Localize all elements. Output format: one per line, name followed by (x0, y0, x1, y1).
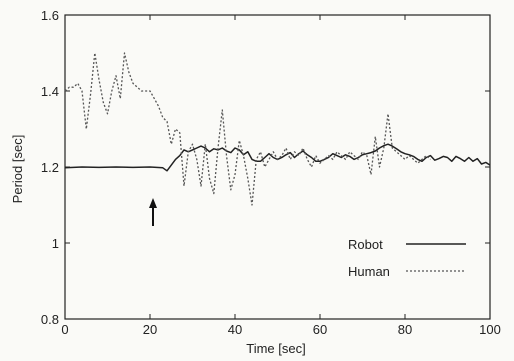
y-axis-label: Period [sec] (10, 135, 25, 204)
y-tick-label: 1.6 (41, 8, 59, 23)
y-axis-ticks: 0.8 1 1.2 1.4 1.6 (41, 8, 490, 327)
annotation-arrow (149, 198, 157, 226)
series-layer (64, 52, 491, 206)
x-tick-label: 40 (228, 322, 242, 337)
x-tick-label: 20 (143, 322, 157, 337)
y-tick-label: 1 (52, 236, 59, 251)
x-tick-label: 80 (398, 322, 412, 337)
x-tick-label: 0 (61, 322, 68, 337)
y-tick-label: 0.8 (41, 312, 59, 327)
y-tick-label: 1.2 (41, 160, 59, 175)
y-tick-label: 1.4 (41, 84, 59, 99)
legend-label-robot: Robot (348, 237, 383, 252)
legend-label-human: Human (348, 264, 390, 279)
series-line-human (64, 52, 431, 206)
series-line-robot (64, 143, 491, 172)
x-axis-label: Time [sec] (246, 341, 305, 356)
x-tick-label: 60 (313, 322, 327, 337)
legend: Robot Human (348, 237, 466, 279)
annotation-arrow-head (149, 198, 157, 208)
x-tick-label: 100 (479, 322, 501, 337)
x-axis-ticks: 0 20 40 60 80 100 (61, 15, 501, 337)
